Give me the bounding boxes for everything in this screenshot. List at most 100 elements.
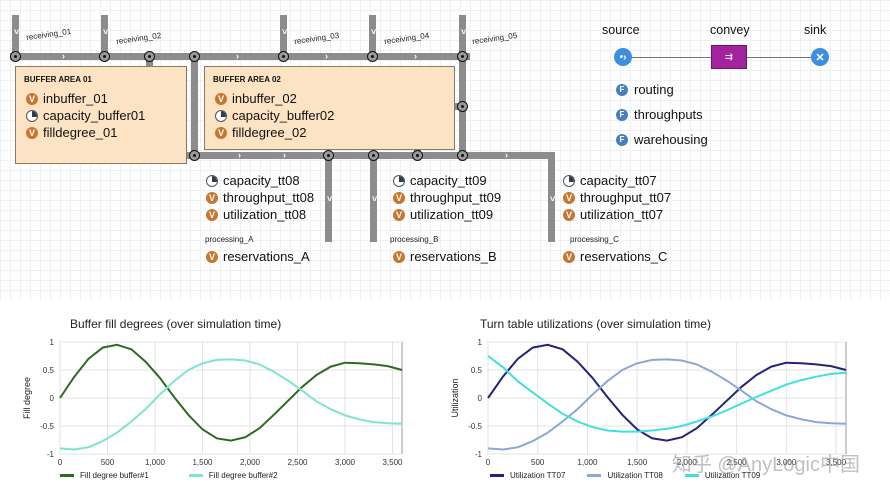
- x-tick-label: 3,500: [382, 458, 403, 467]
- direction-arrow-icon: ˅: [14, 27, 20, 37]
- y-tick-label: 0.5: [43, 366, 55, 375]
- conveyor-receiving-05[interactable]: [459, 15, 466, 160]
- convey-block-icon[interactable]: ⇉: [711, 45, 747, 69]
- conveyor-node[interactable]: [278, 51, 289, 62]
- fill-degree-legend: Fill degree buffer#1 Fill degree buffer#2: [60, 471, 278, 480]
- conveyor-node[interactable]: [368, 150, 379, 161]
- direction-arrow-icon: ›: [414, 51, 417, 61]
- series-line-1: [59, 343, 403, 442]
- direction-arrow-icon: ˅: [461, 27, 467, 37]
- variable-icon: V: [206, 208, 218, 221]
- conveyor-main-top[interactable]: [10, 53, 470, 60]
- conveyor-processing-b[interactable]: [370, 152, 377, 242]
- x-tick-label: 500: [531, 458, 545, 467]
- conveyor-receiving-02[interactable]: [101, 15, 108, 55]
- direction-arrow-icon: ˅: [372, 194, 378, 204]
- source-block-icon[interactable]: •›: [614, 48, 632, 66]
- legend-item: Utilization TT09: [684, 471, 760, 480]
- conveyor-left-vertical[interactable]: [191, 58, 198, 158]
- conveyor-node[interactable]: [10, 51, 21, 62]
- direction-arrow-icon: ›: [236, 51, 239, 61]
- variable-label: filldegree_02: [232, 125, 307, 140]
- legend-swatch: [60, 474, 74, 477]
- label-processing-a: processing_A: [205, 235, 254, 244]
- variable-icon: V: [393, 208, 405, 221]
- variable-icon: V: [26, 92, 38, 105]
- conveyor-node[interactable]: [99, 51, 110, 62]
- variable-label: filldegree_01: [43, 125, 118, 140]
- chart-title-utilization: Turn table utilizations (over simulation…: [480, 317, 711, 331]
- convey-label: convey: [710, 23, 750, 37]
- parameter-capacity-tt09[interactable]: capacity_tt09: [393, 173, 487, 188]
- parameter-capacity-buffer01[interactable]: capacity_buffer01: [26, 108, 145, 123]
- conveyor-node[interactable]: [367, 51, 378, 62]
- conveyor-node[interactable]: [457, 150, 468, 161]
- direction-arrow-icon: ˅: [327, 194, 333, 204]
- parameter-capacity-tt07[interactable]: capacity_tt07: [563, 173, 657, 188]
- y-axis-label: Fill degree: [22, 377, 32, 419]
- series-line-2: [487, 358, 847, 451]
- legend-item: Utilization TT07: [490, 471, 565, 480]
- variable-icon: V: [563, 250, 575, 263]
- conveyor-node[interactable]: [323, 150, 334, 161]
- x-tick-label: 1,500: [627, 458, 648, 467]
- conveyor-node[interactable]: [412, 150, 423, 161]
- parameter-icon: [393, 174, 405, 187]
- series-line-2: [59, 358, 403, 451]
- x-tick-label: 3,000: [335, 458, 356, 467]
- conveyor-receiving-03[interactable]: [280, 15, 287, 55]
- conveyor-node[interactable]: [189, 51, 200, 62]
- function-icon: F: [616, 83, 628, 96]
- legend-label: Fill degree buffer#2: [208, 471, 278, 480]
- parameter-capacity-tt08[interactable]: capacity_tt08: [206, 173, 300, 188]
- legend-swatch: [490, 474, 504, 477]
- function-label: warehousing: [634, 132, 708, 147]
- parameter-icon: [206, 174, 218, 187]
- variable-label: utilization_tt07: [580, 207, 664, 222]
- parameter-label: capacity_tt07: [580, 173, 657, 188]
- parameter-label: capacity_buffer01: [43, 108, 146, 123]
- legend-item: Fill degree buffer#1: [60, 471, 149, 480]
- function-label: throughputs: [634, 107, 703, 122]
- y-tick-label: -0.5: [468, 422, 482, 431]
- legend-label: Utilization TT08: [607, 471, 663, 480]
- variable-label: reservations_C: [580, 249, 668, 264]
- variable-label: inbuffer_01: [43, 91, 108, 106]
- conveyor-receiving-01[interactable]: [12, 15, 19, 55]
- conveyor-node[interactable]: [144, 51, 155, 62]
- y-tick-label: 0: [478, 394, 483, 403]
- conveyor-processing-c[interactable]: [548, 152, 555, 242]
- y-tick-label: 0: [50, 394, 55, 403]
- conveyor-node[interactable]: [189, 150, 200, 161]
- variable-icon: V: [563, 208, 575, 221]
- parameter-label: capacity_tt08: [223, 173, 300, 188]
- conveyor-node[interactable]: [457, 101, 468, 112]
- legend-label: Utilization TT07: [510, 471, 566, 480]
- parameter-capacity-buffer02[interactable]: capacity_buffer02: [215, 108, 334, 123]
- conveyor-node[interactable]: [457, 51, 468, 62]
- conveyor-processing-a[interactable]: [325, 152, 332, 242]
- conveyor-receiving-04[interactable]: [369, 15, 376, 55]
- legend-swatch: [684, 474, 699, 477]
- label-processing-c: processing_C: [570, 235, 619, 244]
- sink-block-icon[interactable]: ✕: [811, 48, 829, 66]
- legend-swatch: [587, 474, 602, 477]
